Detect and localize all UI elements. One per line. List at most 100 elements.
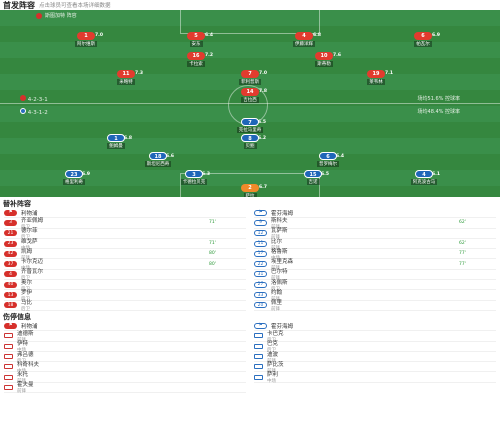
injury-icon [254,354,263,360]
player-rating: 7.1 [385,71,393,76]
player-name: 普罗梅尔 [317,161,339,167]
player-position: 后卫 [21,235,30,241]
home-player[interactable]: 6 6.9 帕瓦尔 [395,32,451,47]
list-item[interactable]: 12 瓦萨斯 前锋 [254,228,496,241]
shirt-icon: 16 7.2 [187,52,213,60]
away-coach-row: ⚑ 霍芬海姆 [254,321,496,332]
jersey-icon: 20 [254,302,267,309]
list-item[interactable]: 20 佩里 前锋 [254,300,496,312]
jersey-icon: 9 [254,219,267,226]
player-name: 佩里 [271,300,283,307]
list-item[interactable]: 霍夫曼 前锋 [4,382,246,394]
list-item[interactable]: 31 巴尔特 前锋 [254,269,496,281]
list-item[interactable]: 23 维戈萨 中场 71' [4,238,246,251]
player-rating: 7.8 [259,89,267,94]
list-item[interactable]: 18 马比 后卫 [4,300,246,312]
player-name: 德尔菲 [21,228,38,235]
home-player[interactable]: 5 6.4 安东 [168,32,224,47]
sub-time: 80' [209,261,216,267]
player-position: 前锋 [271,235,280,241]
away-player[interactable]: 2 6.7 萨拉 [222,184,278,197]
away-player[interactable]: 6 6.4 普罗梅尔 [300,152,356,167]
player-name: 维戈萨 [21,238,38,245]
list-item[interactable]: 巴克 后卫 [254,341,496,353]
player-rating: 7.0 [259,71,267,76]
coach-name: 霍芬海姆 [271,210,294,217]
player-name: 伊藤洋辉 [293,41,315,47]
home-team-bar: 斯图加特 阵容 [36,12,77,19]
list-item[interactable]: 弗吕德 后卫 [4,352,246,364]
shirt-icon: 1 7.0 [77,32,103,40]
list-item[interactable]: 11 比尔 前锋 62' [254,239,496,251]
player-name: 米略特 [117,79,135,85]
away-formation-text: 4-3-1-2 [27,110,48,116]
home-player[interactable]: 10 7.6 斯蒂勒 [296,52,352,67]
player-name: 霍夫曼 [17,382,34,389]
list-item[interactable]: 21 德尔菲 后卫 [4,228,246,241]
player-name: 斯蒂勒 [315,61,333,67]
away-player[interactable]: 4 6.1 阿克波古马 [396,170,452,185]
coach-name: 霍芬海姆 [271,323,294,330]
shirt-icon: 5 6.4 [187,32,213,40]
injuries-section: 伤停信息 ⚑ 利物浦 迪德斯 前锋 伊特 中场 弗吕德 后卫 科奇科夫 中场 米托 前锋 … [0,312,500,394]
injury-icon [4,374,13,380]
away-formation-dot [20,108,26,114]
list-item[interactable]: 3 齐亚佩姆 后卫 71' [4,218,246,230]
player-name: 洛佩斯 [271,279,288,286]
away-player[interactable]: 7 6.5 克拉马里奇 [222,118,278,133]
home-player[interactable]: 11 7.3 米略特 [98,70,154,85]
list-item[interactable]: 13 罗伊 后卫 [4,290,246,302]
home-player[interactable]: 19 7.1 莱韦林 [348,70,404,85]
list-item[interactable]: 22 埃里克森 前锋 77' [254,259,496,271]
player-name: 凯姆 [21,248,33,255]
player-name: 格鲁斯 [271,248,288,255]
list-item[interactable]: 萨比茨 前锋 [254,362,496,374]
away-player[interactable]: 8 6.2 贝鲍 [222,134,278,149]
player-name: 萨利 [267,372,279,379]
player-name: 伊特 [17,341,29,348]
list-item[interactable]: 科奇科夫 中场 [4,362,246,374]
jersey-icon: 17 [254,250,267,257]
sub-time: 71' [209,220,216,226]
player-name: 埃里克森 [271,259,294,266]
away-player[interactable]: 18 6.6 斯坦尼西奇 [130,152,186,167]
shirt-icon: 2 6.7 [241,184,267,192]
shirt-icon: 19 7.1 [367,70,393,78]
home-player[interactable]: 1 7.0 阿尔维斯 [58,32,114,47]
list-item[interactable]: 迪德斯 前锋 [4,331,246,343]
away-player[interactable]: 23 6.9 格里利奇 [46,170,102,185]
list-item[interactable]: 40 奥尔 后卫 [4,280,246,292]
home-player[interactable]: 4 6.8 伊藤洋辉 [276,32,332,47]
player-name: 格里利奇 [63,179,85,185]
player-position: 中场 [17,348,26,354]
list-item[interactable]: 4 齐普瓦尔 后卫 [4,269,246,281]
list-item[interactable]: 迪波 前锋 [254,352,496,364]
home-player[interactable]: 14 7.8 吉拉西 [222,88,278,103]
player-rating: 6.9 [432,33,440,38]
list-item[interactable]: 33 约翰 前锋 [254,290,496,302]
player-position: 后卫 [271,286,280,292]
away-player[interactable]: 1 6.8 鲍姆曼 [88,134,144,149]
list-item[interactable]: 42 凯姆 前锋 80' [4,248,246,261]
jersey-icon: 33 [254,292,267,299]
list-item[interactable]: 萨利 中场 [254,372,496,384]
list-item[interactable]: 37 卡尔克迈 中场 80' [4,259,246,271]
list-item[interactable]: 米托 前锋 [4,372,246,385]
jersey-icon: 27 [254,281,267,288]
home-player[interactable]: 16 7.2 卡拉索 [168,52,224,67]
sub-time: 62' [459,220,466,226]
shirt-icon: 7 6.5 [241,118,266,126]
player-position: 前锋 [17,379,26,385]
sub-time: 80' [209,251,216,257]
away-player[interactable]: 15 6.5 吉诺 [285,170,341,185]
list-item[interactable]: 伊特 中场 [4,341,246,354]
list-item[interactable]: 27 洛佩斯 后卫 [254,279,496,292]
home-player[interactable]: 7 7.0 菲利普斯 [222,70,278,85]
away-player[interactable]: 3 6.3 卡德拉贝克 [166,170,222,185]
player-position: 前锋 [21,255,30,261]
player-name: 吉拉西 [241,97,259,103]
list-item[interactable]: 9 斯科夫 前锋 62' [254,218,496,230]
list-item[interactable]: 卡巴克 后卫 [254,331,496,343]
list-item[interactable]: 17 格鲁斯 中场 77' [254,248,496,261]
jersey-icon: 3 [4,219,17,226]
